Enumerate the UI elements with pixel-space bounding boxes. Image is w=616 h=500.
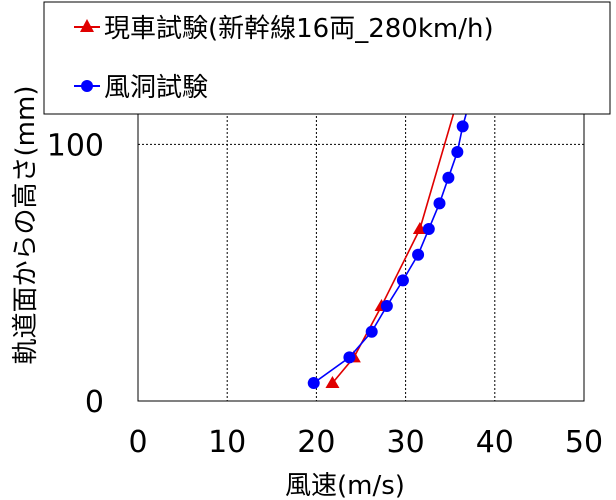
x-tick-label: 20 bbox=[297, 425, 335, 460]
x-tick-label: 30 bbox=[387, 425, 425, 460]
x-tick-label: 0 bbox=[128, 425, 147, 460]
y-tick-label: 100 bbox=[47, 128, 104, 163]
legend-box bbox=[43, 1, 611, 115]
legend-label-series-1: 現車試験(新幹線16両_280km/h) bbox=[104, 14, 494, 44]
legend: 現車試験(新幹線16両_280km/h) 風洞試験 bbox=[43, 1, 611, 115]
series-2-point bbox=[412, 248, 425, 261]
x-tick-label: 40 bbox=[476, 425, 514, 460]
y-axis-label: 軌道面からの高さ(mm) bbox=[11, 86, 41, 365]
x-axis-label: 風速(m/s) bbox=[285, 471, 405, 500]
legend-marker-triangle bbox=[80, 19, 94, 32]
series-2-point bbox=[396, 274, 409, 287]
series-2-point bbox=[380, 300, 393, 313]
tick-labels: 0 10 20 30 40 50 0 100 bbox=[47, 128, 603, 460]
x-tick-label: 50 bbox=[565, 425, 603, 460]
series-1-point bbox=[325, 376, 340, 389]
series-2-point bbox=[451, 146, 464, 159]
series-2-point bbox=[422, 223, 435, 236]
y-tick-label: 0 bbox=[85, 385, 104, 420]
legend-marker-circle bbox=[81, 80, 93, 92]
series-2-point bbox=[433, 197, 446, 210]
series-2-point bbox=[456, 120, 469, 133]
series-2-point bbox=[442, 171, 455, 184]
x-tick-label: 10 bbox=[208, 425, 246, 460]
series-2-point bbox=[343, 351, 356, 364]
series-2-point bbox=[365, 325, 378, 338]
legend-label-series-2: 風洞試験 bbox=[104, 73, 208, 103]
series-2-point bbox=[307, 377, 320, 390]
